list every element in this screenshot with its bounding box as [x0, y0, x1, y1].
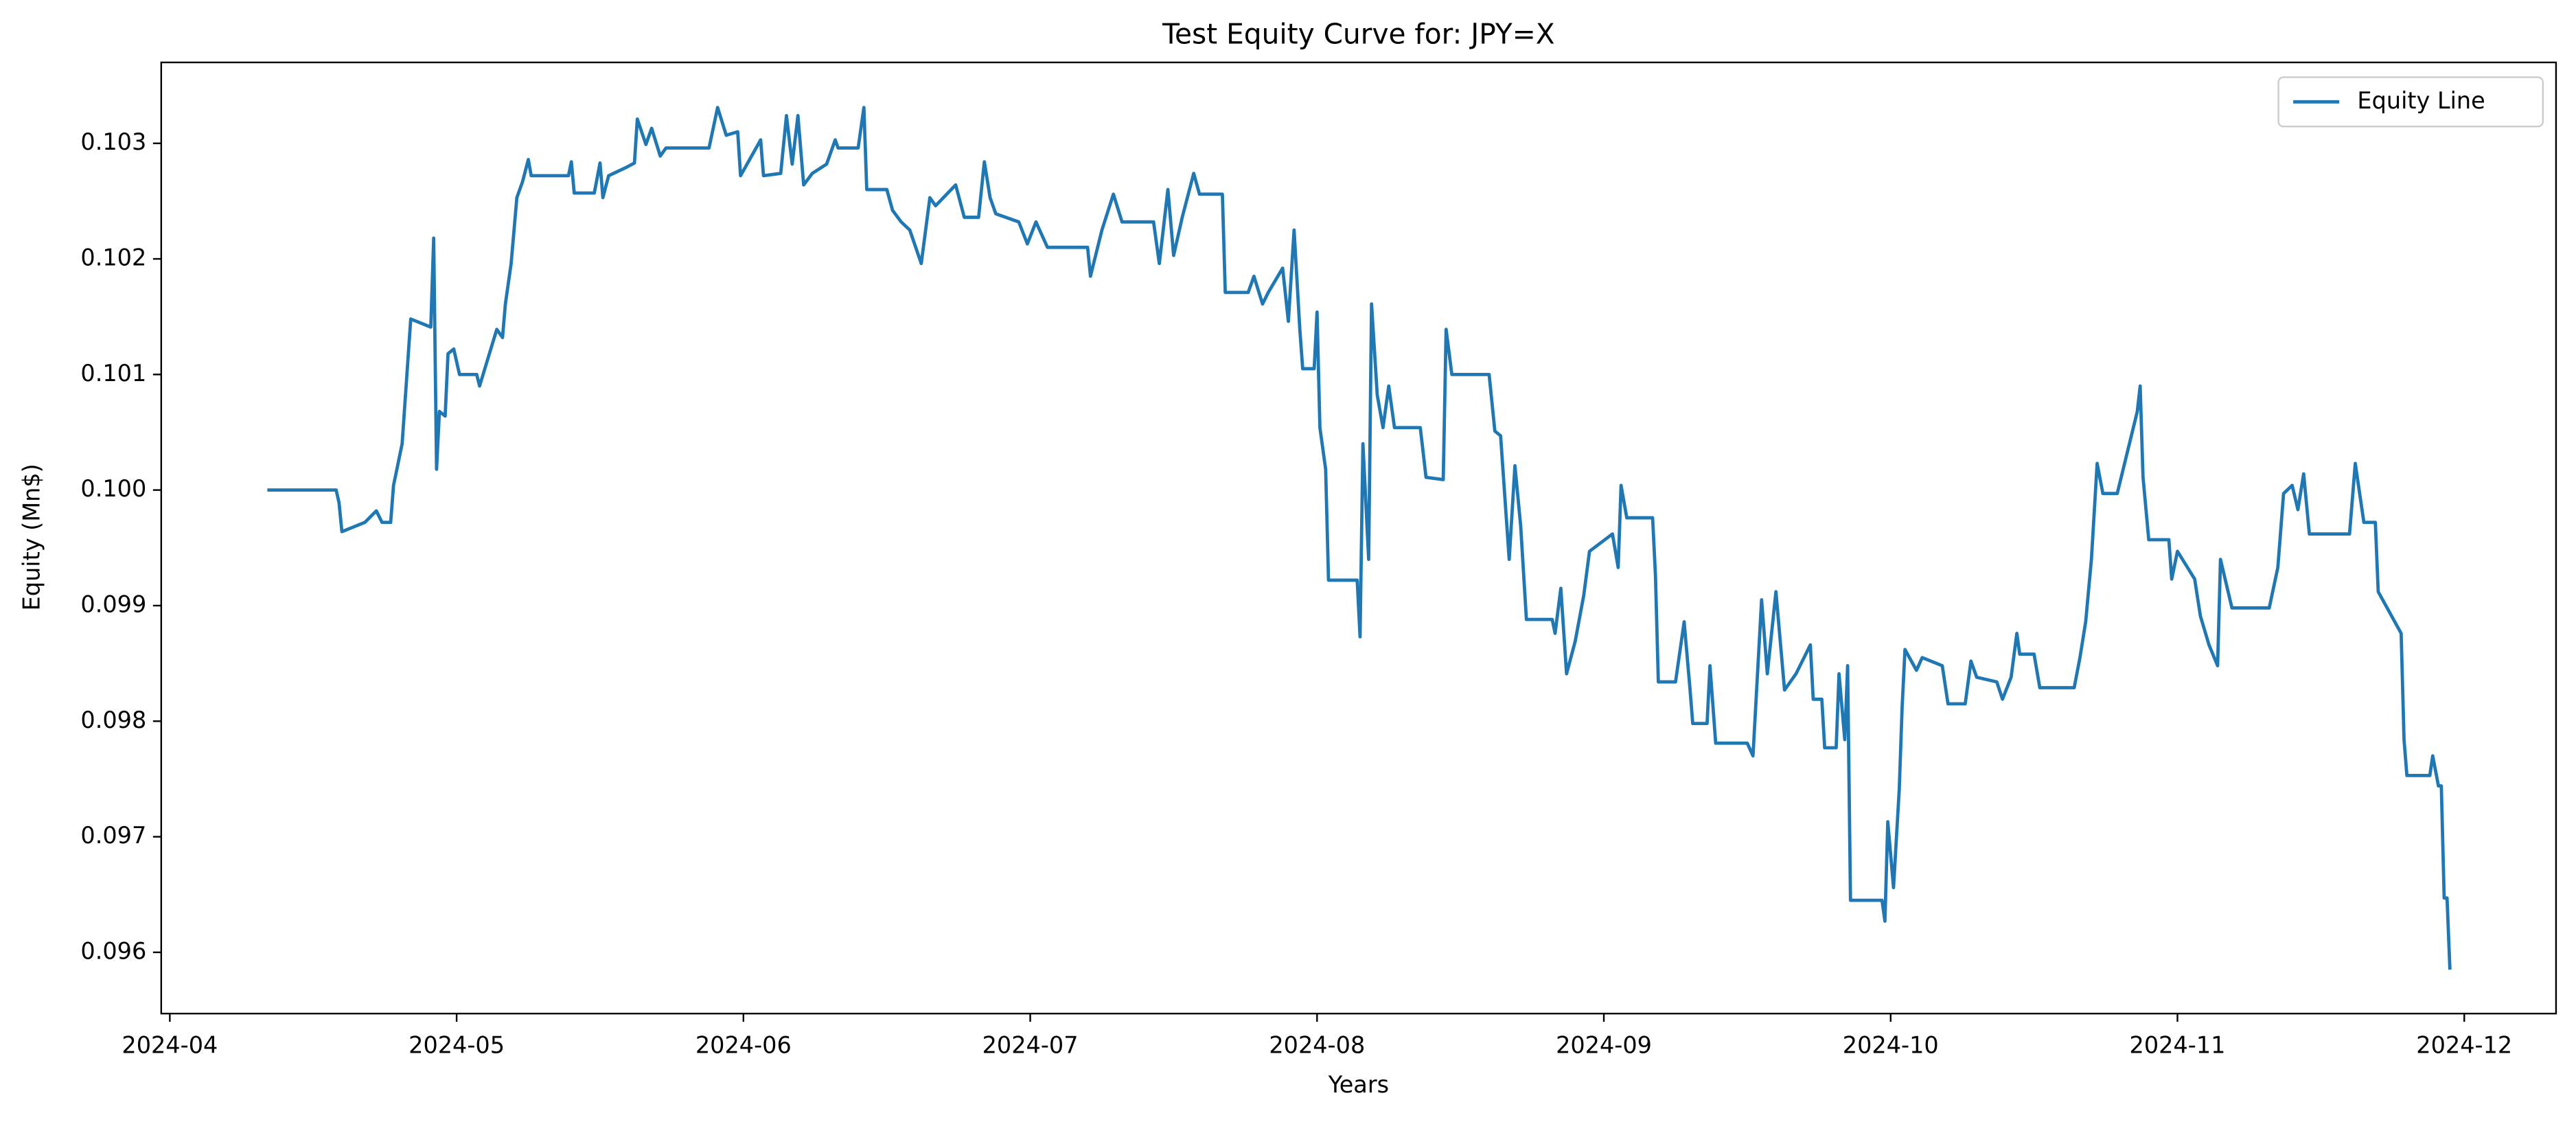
y-tick-label: 0.103 — [80, 128, 146, 155]
legend-box — [2277, 76, 2544, 128]
x-axis-label: Years — [1328, 1071, 1389, 1098]
y-tick-label: 0.097 — [80, 822, 146, 849]
x-tick-label: 2024-06 — [695, 1031, 792, 1058]
x-tick-label: 2024-05 — [409, 1031, 505, 1058]
legend-label: Equity Line — [2357, 87, 2485, 114]
y-tick-label: 0.096 — [80, 937, 146, 964]
x-tick-label: 2024-09 — [1556, 1031, 1652, 1058]
x-tick-label: 2024-08 — [1269, 1031, 1365, 1058]
y-tick-label: 0.102 — [80, 244, 146, 271]
y-axis-label: Equity (Mn$) — [19, 463, 45, 610]
x-tick-label: 2024-10 — [1843, 1031, 1939, 1058]
x-tick-label: 2024-04 — [122, 1031, 218, 1058]
x-tick-label: 2024-12 — [2416, 1031, 2512, 1058]
plot-frame — [160, 61, 2557, 1015]
y-tick-label: 0.101 — [80, 360, 146, 387]
equity-line — [267, 106, 2452, 970]
y-tick-label: 0.099 — [80, 591, 146, 617]
y-tick-label: 0.098 — [80, 707, 146, 733]
x-tick-label: 2024-07 — [982, 1031, 1079, 1058]
x-tick-label: 2024-11 — [2130, 1031, 2226, 1058]
chart-title: Test Equity Curve for: JPY=X — [1162, 18, 1555, 51]
y-tick-label: 0.100 — [80, 475, 146, 502]
